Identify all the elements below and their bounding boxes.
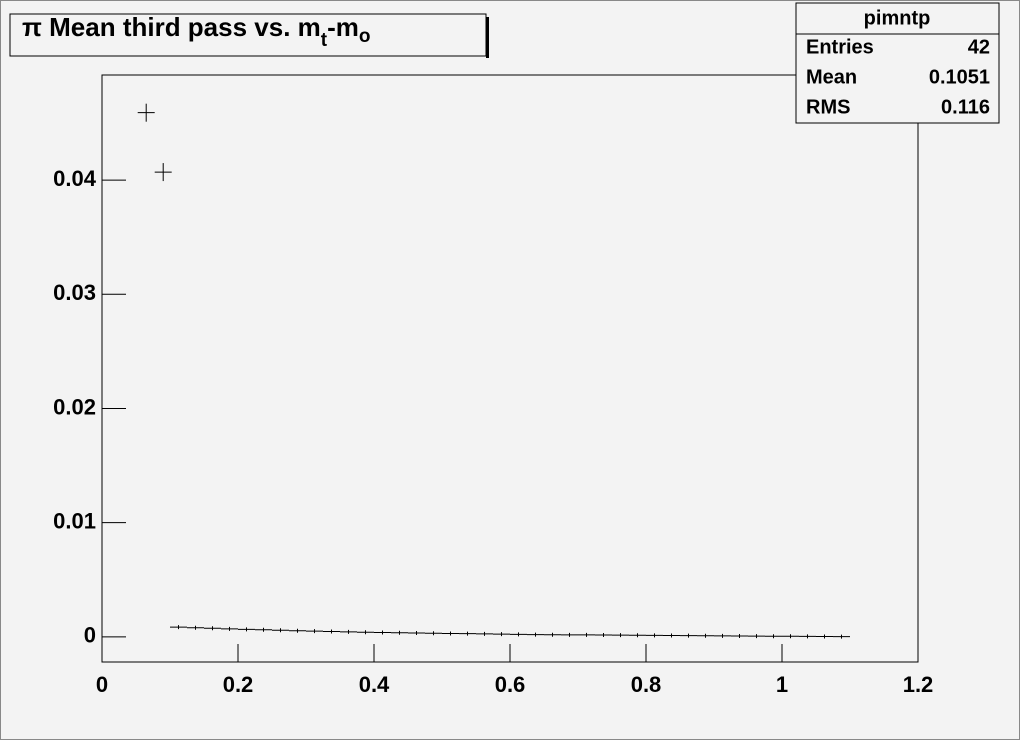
x-tick-label: 0.4 (359, 672, 390, 697)
title-sub: o (359, 26, 371, 47)
stats-value: 0.116 (941, 96, 990, 118)
stats-value: 0.1051 (929, 66, 990, 88)
stats-border (795, 2, 1000, 124)
y-tick-label: 0 (84, 623, 96, 648)
title-border (9, 13, 487, 57)
y-tick-label: 0.04 (53, 166, 97, 191)
chart-title: π Mean third pass vs. mt-mo (22, 12, 371, 51)
y-tick-label: 0.03 (53, 280, 96, 305)
title-main: π Mean third pass vs. m (22, 12, 321, 42)
y-tick-label: 0.02 (53, 394, 96, 419)
x-tick-label: 0.8 (631, 672, 662, 697)
x-tick-label: 1 (776, 672, 788, 697)
x-tick-label: 0.2 (223, 672, 254, 697)
title-shadow (486, 17, 489, 58)
stats-title: pimntp (864, 7, 931, 29)
stats-value: 42 (968, 36, 990, 58)
x-tick-label: 0 (96, 672, 108, 697)
stats-label: Mean (806, 66, 857, 88)
x-tick-label: 1.2 (903, 672, 934, 697)
stats-label: RMS (806, 96, 850, 118)
title-sub: t (321, 30, 328, 51)
stats-label: Entries (806, 36, 874, 58)
title-box: π Mean third pass vs. mt-mo (9, 12, 489, 58)
x-tick-label: 0.6 (495, 672, 526, 697)
title-main: -m (327, 12, 359, 42)
frame (101, 74, 919, 663)
y-tick-label: 0.01 (53, 508, 96, 533)
stats-box: pimntp (795, 2, 1000, 124)
